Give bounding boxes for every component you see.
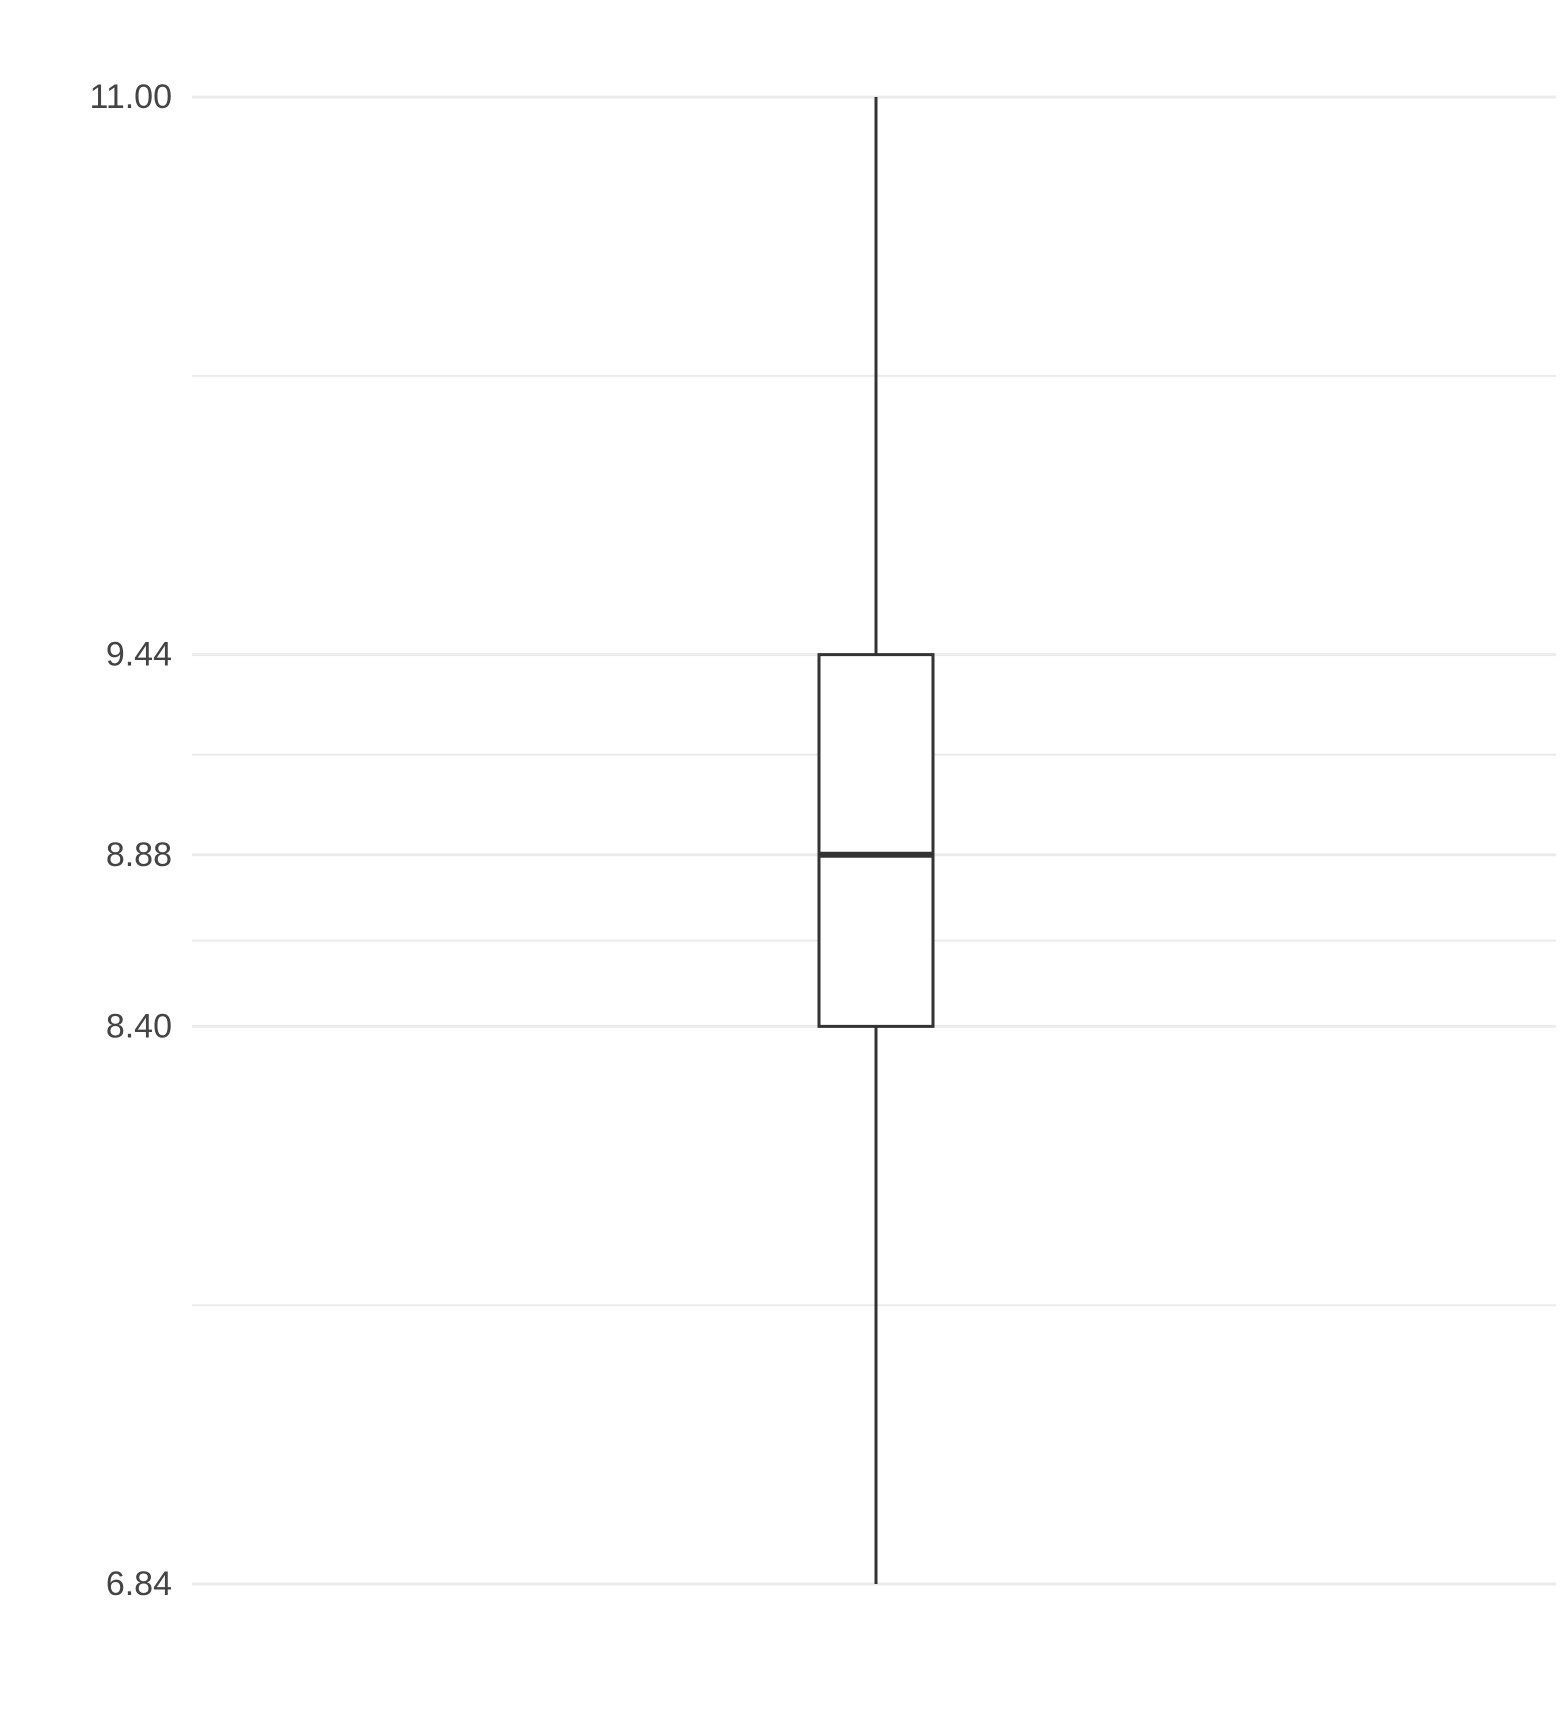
y-tick-label-2: 8.88: [106, 836, 172, 874]
y-tick-label-4: 11.00: [89, 78, 172, 116]
y-axis-tick-labels: 6.84 8.40 8.88 9.44 11.00: [89, 78, 172, 1603]
y-tick-label-0: 6.84: [106, 1565, 172, 1603]
y-tick-label-1: 8.40: [106, 1007, 172, 1045]
interquartile-box: [817, 653, 935, 1028]
y-tick-label-3: 9.44: [106, 636, 172, 674]
boxplot-marks: [817, 97, 935, 1584]
